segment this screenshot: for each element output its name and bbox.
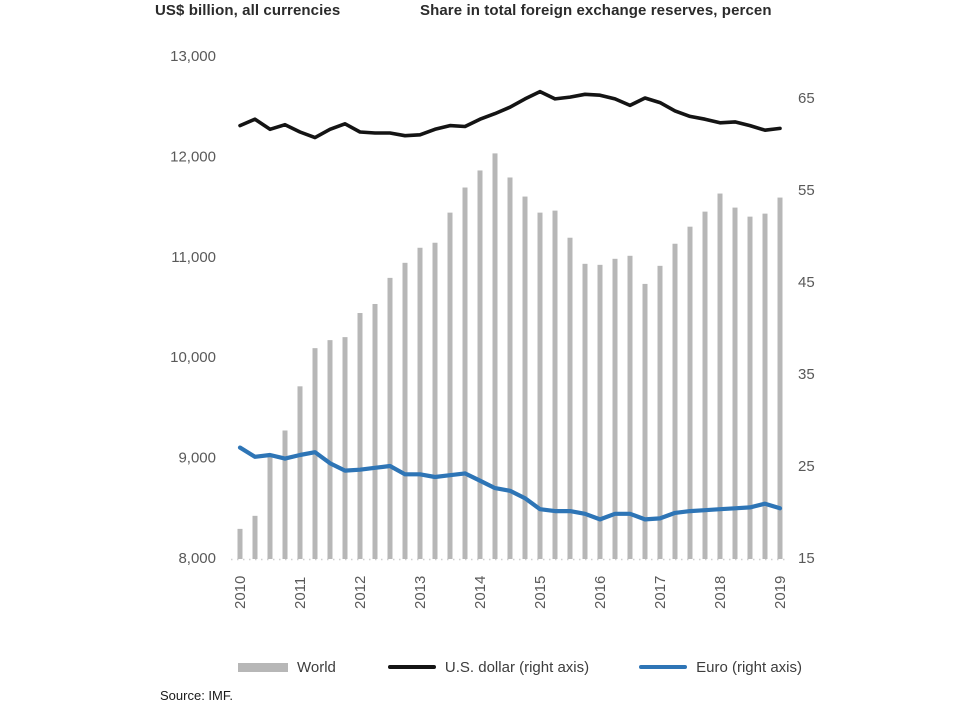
bar — [252, 515, 258, 559]
y-left-tick-label: 12,000 — [170, 148, 216, 165]
y-axis-left-labels: 8,000 9,000 10,000 11,000 12,000 13,000 — [170, 48, 216, 567]
bar — [417, 247, 423, 559]
bar — [597, 264, 603, 559]
y-left-tick-label: 13,000 — [170, 48, 216, 65]
bar — [612, 258, 618, 559]
bar — [732, 207, 738, 559]
bar — [432, 242, 438, 559]
usd-line-swatch-icon — [387, 665, 436, 669]
x-year-tick-label: 2013 — [412, 576, 429, 609]
bar — [657, 265, 663, 559]
bar — [282, 430, 288, 559]
bar — [777, 197, 783, 559]
legend: World U.S. dollar (right axis) Euro (rig… — [238, 656, 802, 678]
bar — [402, 262, 408, 559]
legend-label-world: World — [297, 658, 336, 676]
y-left-tick-label: 10,000 — [170, 349, 216, 366]
bar — [297, 386, 303, 559]
legend-item-euro: Euro (right axis) — [639, 659, 802, 676]
bar — [702, 211, 708, 559]
bar — [507, 177, 513, 559]
y-right-tick-label: 55 — [798, 182, 815, 199]
bar — [747, 216, 753, 559]
x-year-tick-label: 2018 — [712, 576, 729, 609]
bar — [717, 193, 723, 559]
bar — [552, 210, 558, 559]
bar — [237, 528, 243, 559]
right-axis-title: Share in total foreign exchange reserves… — [420, 2, 772, 19]
bar — [537, 212, 543, 559]
euro-line — [237, 445, 783, 522]
bar — [462, 187, 468, 560]
x-year-tick-label: 2015 — [532, 576, 549, 609]
y-left-tick-label: 8,000 — [178, 550, 216, 567]
left-axis-title: US$ billion, all currencies — [155, 2, 341, 19]
bar — [687, 226, 693, 559]
bar — [342, 337, 348, 559]
x-year-tick-label: 2019 — [772, 576, 789, 609]
bar — [627, 255, 633, 559]
world-bar-swatch-icon — [238, 662, 288, 672]
bar — [672, 243, 678, 560]
bar — [387, 277, 393, 559]
bar — [267, 456, 273, 559]
x-axis-year-labels: 2010 2011 2012 2013 2014 2015 2016 2017 2018 2019 — [232, 576, 789, 609]
y-left-tick-label: 11,000 — [171, 249, 216, 266]
y-left-tick-label: 9,000 — [178, 450, 216, 467]
bar — [567, 237, 573, 559]
bar — [372, 303, 378, 559]
x-year-tick-label: 2016 — [592, 576, 609, 609]
bar — [357, 313, 363, 559]
bar — [582, 263, 588, 559]
x-year-tick-label: 2010 — [232, 576, 249, 609]
x-year-tick-label: 2012 — [352, 576, 369, 609]
legend-item-usd: U.S. dollar (right axis) — [387, 658, 590, 676]
y-right-tick-label: 45 — [798, 274, 815, 291]
bar — [762, 213, 768, 560]
y-right-tick-label: 25 — [798, 458, 815, 475]
usd-line — [238, 89, 782, 140]
source-note: Source: IMF. — [160, 688, 233, 703]
legend-label-euro: Euro (right axis) — [696, 658, 802, 676]
x-year-tick-label: 2017 — [652, 576, 669, 609]
x-year-tick-label: 2011 — [292, 577, 309, 609]
bar — [492, 153, 498, 559]
y-right-tick-label: 15 — [798, 550, 815, 567]
bar — [477, 170, 483, 559]
bar — [327, 340, 333, 559]
x-year-tick-label: 2014 — [472, 576, 489, 609]
legend-label-usd: U.S. dollar (right axis) — [444, 658, 590, 676]
y-right-tick-label: 65 — [798, 90, 815, 107]
legend-item-world: World — [238, 659, 336, 676]
bar — [447, 212, 453, 559]
y-axis-right-labels: 15 25 35 45 55 65 — [798, 90, 815, 567]
euro-line-swatch-icon — [639, 665, 688, 669]
bar — [642, 283, 648, 559]
bar — [522, 196, 528, 559]
y-right-tick-label: 35 — [798, 366, 815, 383]
world-bars — [237, 153, 783, 560]
